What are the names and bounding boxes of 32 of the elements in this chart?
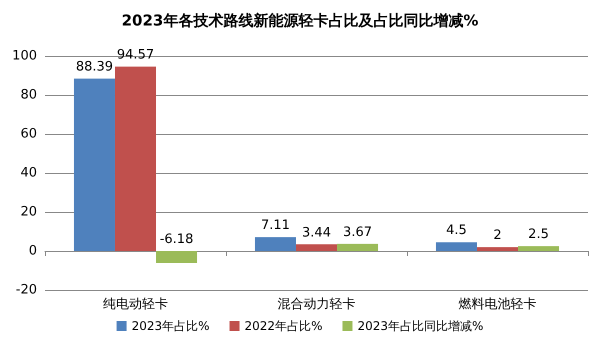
- y-tick-label: 40: [20, 166, 37, 180]
- data-label: 3.67: [343, 224, 372, 240]
- y-tick-label: -20: [16, 282, 37, 298]
- x-tick-label: 燃料电池轻卡: [458, 297, 536, 312]
- bar: [254, 237, 296, 251]
- bar: [114, 66, 156, 251]
- data-label: 4.5: [446, 223, 467, 238]
- bar: [518, 246, 560, 251]
- bar: [296, 244, 338, 251]
- x-tick-label: 纯电动轻卡: [103, 297, 168, 312]
- bar: [74, 78, 115, 251]
- data-label: -6.18: [160, 232, 194, 247]
- y-tick-label: 100: [12, 48, 37, 64]
- legend-label: 2023年占比%: [132, 319, 210, 333]
- y-tick-label: 80: [20, 88, 37, 102]
- data-label: 94.57: [116, 48, 154, 63]
- data-label: 2.5: [528, 227, 549, 242]
- legend-label: 2023年占比同比增减%: [357, 319, 484, 333]
- data-label: 7.11: [260, 218, 290, 234]
- chart-title: 2023年各技术路线新能源轻卡占比及占比同比增减%: [122, 12, 478, 30]
- y-tick-label: 60: [20, 126, 37, 142]
- bar: [476, 247, 518, 251]
- legend-label: 2022年占比%: [244, 319, 322, 333]
- data-label: 88.39: [76, 60, 114, 75]
- bar: [337, 244, 378, 251]
- y-tick-label: 0: [28, 244, 37, 258]
- data-label: 2: [493, 228, 502, 244]
- bar: [156, 251, 198, 264]
- x-tick-label: 混合动力轻卡: [278, 297, 356, 312]
- data-label: 3.44: [302, 225, 331, 240]
- bar: [436, 242, 477, 251]
- y-tick-label: 20: [20, 204, 37, 220]
